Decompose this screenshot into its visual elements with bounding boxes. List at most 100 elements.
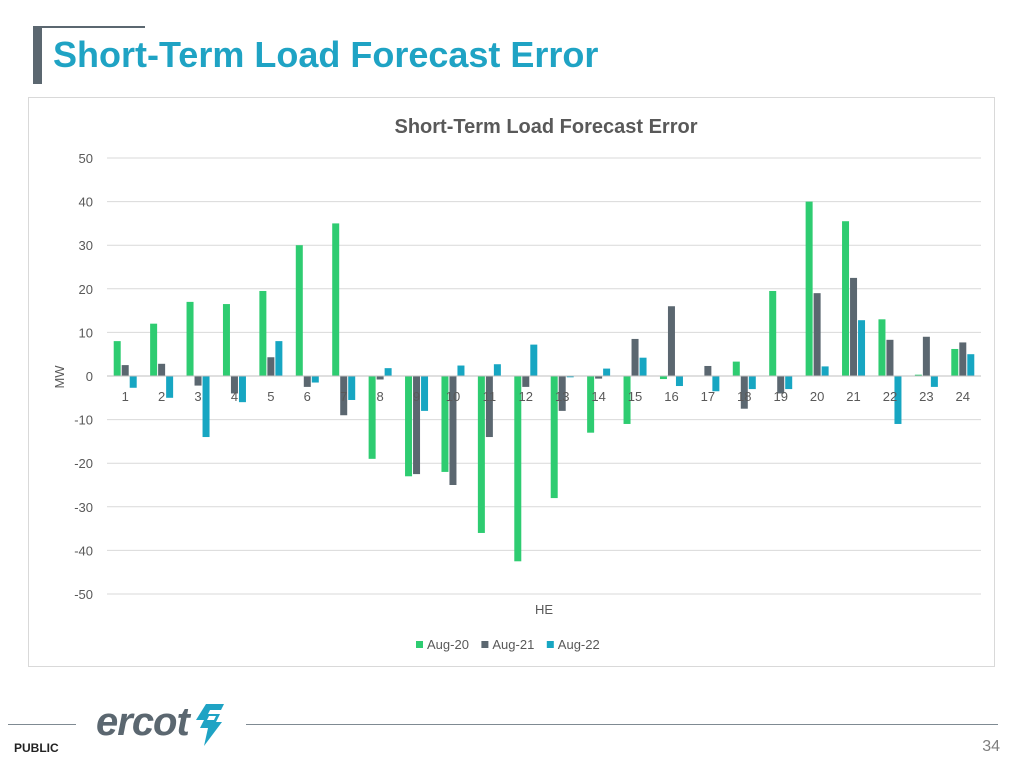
bar-aug-20 bbox=[368, 376, 376, 459]
bar-aug-20 bbox=[186, 301, 194, 376]
x-tick-label: 8 bbox=[377, 389, 384, 404]
bar-aug-20 bbox=[769, 290, 777, 376]
bar-aug-22 bbox=[493, 364, 501, 376]
bar-aug-22 bbox=[275, 341, 283, 376]
bar-aug-22 bbox=[712, 376, 720, 392]
bar-aug-21 bbox=[558, 376, 566, 411]
y-tick-label: 10 bbox=[79, 325, 93, 340]
x-tick-label: 5 bbox=[267, 389, 274, 404]
legend-label: Aug-21 bbox=[492, 637, 534, 652]
bar-aug-20 bbox=[659, 376, 667, 380]
bar-aug-21 bbox=[813, 293, 821, 376]
bar-aug-21 bbox=[850, 277, 858, 376]
legend-swatch bbox=[416, 641, 423, 648]
bar-aug-21 bbox=[922, 336, 930, 376]
bar-aug-20 bbox=[878, 319, 886, 376]
legend-swatch bbox=[481, 641, 489, 648]
bar-aug-20 bbox=[842, 221, 850, 376]
bar-aug-22 bbox=[821, 366, 829, 376]
y-tick-label: -20 bbox=[74, 456, 93, 471]
x-tick-label: 1 bbox=[122, 389, 129, 404]
bar-aug-22 bbox=[202, 376, 210, 438]
bar-aug-22 bbox=[166, 376, 174, 398]
logo-text: ercot bbox=[96, 700, 190, 744]
x-tick-label: 13 bbox=[555, 389, 569, 404]
x-tick-label: 21 bbox=[846, 389, 860, 404]
bar-aug-21 bbox=[704, 365, 712, 376]
y-tick-label: 50 bbox=[79, 151, 93, 166]
x-tick-label: 7 bbox=[340, 389, 347, 404]
title-accent-bar bbox=[33, 26, 42, 84]
x-tick-label: 24 bbox=[956, 389, 970, 404]
bar-aug-21 bbox=[121, 365, 129, 376]
bar-aug-22 bbox=[639, 357, 647, 376]
x-tick-label: 20 bbox=[810, 389, 824, 404]
bar-aug-21 bbox=[667, 306, 675, 376]
bar-aug-20 bbox=[295, 245, 303, 376]
bar-aug-22 bbox=[457, 365, 465, 376]
bar-aug-21 bbox=[267, 357, 275, 376]
bar-aug-22 bbox=[785, 376, 793, 390]
bar-aug-22 bbox=[238, 376, 246, 403]
x-tick-label: 15 bbox=[628, 389, 642, 404]
x-tick-label: 22 bbox=[883, 389, 897, 404]
title-accent-line bbox=[33, 26, 145, 28]
bar-aug-20 bbox=[587, 376, 595, 433]
bar-aug-22 bbox=[675, 376, 683, 387]
x-tick-label: 6 bbox=[304, 389, 311, 404]
bar-aug-22 bbox=[748, 376, 756, 390]
bar-aug-20 bbox=[805, 201, 813, 376]
bar-aug-20 bbox=[732, 361, 740, 376]
bar-aug-20 bbox=[550, 376, 558, 499]
bar-aug-22 bbox=[530, 344, 538, 376]
footer-divider-right bbox=[246, 724, 998, 725]
chart-container: Short-Term Load Forecast Error 50 40 30 20 10… bbox=[28, 97, 995, 667]
bar-aug-20 bbox=[405, 376, 413, 477]
y-tick-label: -50 bbox=[74, 587, 93, 602]
bar-aug-21 bbox=[413, 376, 421, 475]
bar-aug-20 bbox=[477, 376, 485, 533]
bar-aug-22 bbox=[930, 376, 938, 387]
bar-aug-21 bbox=[158, 363, 166, 376]
bar-aug-21 bbox=[740, 376, 748, 409]
public-label: PUBLIC bbox=[14, 741, 59, 755]
x-tick-label: 19 bbox=[773, 389, 787, 404]
y-tick-label: 20 bbox=[79, 282, 93, 297]
bar-aug-22 bbox=[129, 376, 137, 388]
bar-aug-22 bbox=[603, 368, 611, 376]
bar-chart: Short-Term Load Forecast Error5040302010… bbox=[52, 116, 981, 652]
x-tick-label: 12 bbox=[519, 389, 533, 404]
bar-aug-20 bbox=[332, 223, 340, 376]
ercot-logo: ercot bbox=[96, 700, 236, 750]
bar-aug-21 bbox=[595, 376, 603, 379]
x-tick-label: 14 bbox=[591, 389, 605, 404]
bar-aug-21 bbox=[959, 342, 967, 376]
page-number: 34 bbox=[982, 738, 1000, 755]
y-tick-label: 0 bbox=[86, 369, 93, 384]
y-tick-label: 30 bbox=[79, 238, 93, 253]
x-axis-title: HE bbox=[535, 602, 553, 617]
bar-aug-21 bbox=[449, 376, 457, 485]
bar-aug-22 bbox=[967, 354, 975, 376]
bar-aug-20 bbox=[113, 341, 121, 376]
legend-swatch bbox=[546, 641, 554, 648]
bar-aug-21 bbox=[631, 338, 639, 376]
x-tick-label: 10 bbox=[446, 389, 460, 404]
bar-aug-21 bbox=[230, 376, 238, 394]
y-tick-label: 40 bbox=[79, 195, 93, 210]
bar-aug-20 bbox=[514, 376, 522, 562]
bar-aug-21 bbox=[340, 376, 348, 416]
y-tick-label: -40 bbox=[74, 543, 93, 558]
x-tick-label: 9 bbox=[413, 389, 420, 404]
bar-aug-20 bbox=[259, 290, 267, 376]
legend-label: Aug-22 bbox=[558, 637, 600, 652]
bar-aug-22 bbox=[348, 376, 356, 400]
bar-aug-22 bbox=[566, 376, 574, 378]
legend-label: Aug-20 bbox=[427, 637, 469, 652]
bar-aug-21 bbox=[485, 376, 493, 438]
bar-aug-22 bbox=[421, 376, 429, 411]
bar-aug-22 bbox=[858, 320, 866, 376]
x-tick-label: 4 bbox=[231, 389, 238, 404]
slide-title: Short-Term Load Forecast Error bbox=[53, 34, 599, 75]
ercot-mark-icon bbox=[196, 704, 224, 746]
